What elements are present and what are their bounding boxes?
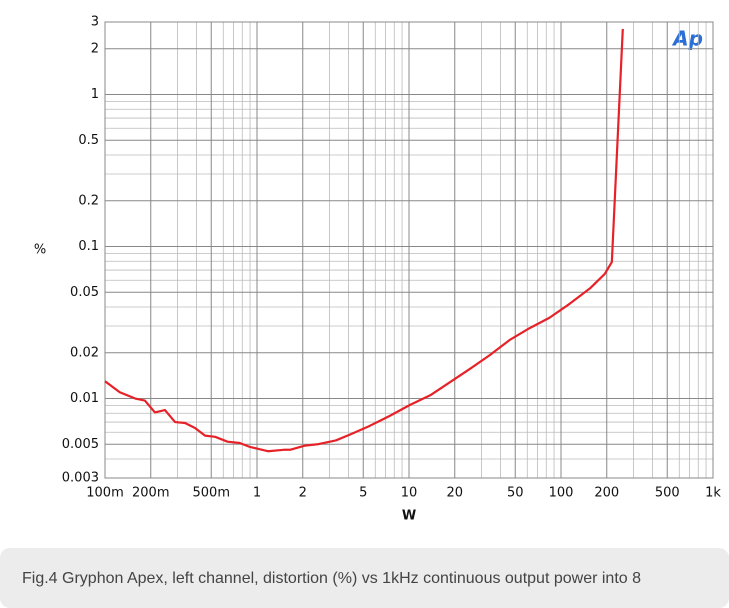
chart: % W Ap 100m 200m 500m 1 2 5 10 20 50 100 200 500 1k 0… <box>34 15 722 524</box>
x-tick-label: 10 <box>401 486 418 501</box>
y-axis-label: % <box>34 243 46 258</box>
x-tick-label: 500m <box>193 486 230 501</box>
y-tick-label: 0.02 <box>70 345 99 360</box>
x-tick-label: 20 <box>446 486 463 501</box>
x-tick-label: 5 <box>359 486 367 501</box>
logo: Ap <box>671 27 703 51</box>
x-axis-label: W <box>402 509 416 524</box>
y-tick-label: 0.003 <box>62 471 99 486</box>
x-tick-label: 50 <box>507 486 524 501</box>
y-tick-label: 0.1 <box>78 239 99 254</box>
x-tick-label: 100m <box>86 486 123 501</box>
y-tick-label: 0.005 <box>62 437 99 452</box>
y-tick-label: 0.05 <box>70 285 99 300</box>
x-tick-label: 1 <box>253 486 261 501</box>
y-tick-label: 3 <box>91 15 99 30</box>
y-tick-label: 0.01 <box>70 391 99 406</box>
y-tick-label: 0.2 <box>78 193 99 208</box>
x-tick-label: 200 <box>594 486 619 501</box>
y-tick-label: 2 <box>91 41 99 56</box>
x-tick-label: 100 <box>549 486 574 501</box>
y-tick-label: 0.5 <box>78 133 99 148</box>
x-tick-label: 2 <box>299 486 307 501</box>
y-tick-label: 1 <box>91 87 99 102</box>
x-tick-label: 200m <box>132 486 169 501</box>
caption: Fig.4 Gryphon Apex, left channel, distor… <box>0 548 729 608</box>
x-tick-label: 500 <box>655 486 680 501</box>
data-line <box>104 28 624 453</box>
x-tick-label: 1k <box>705 486 721 501</box>
